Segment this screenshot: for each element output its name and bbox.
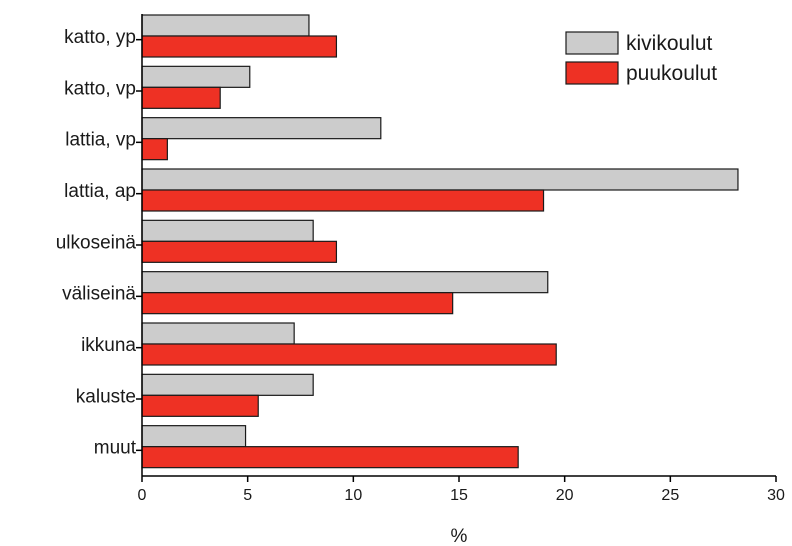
category-label: lattia, vp — [65, 130, 136, 151]
category-label: kaluste — [76, 386, 136, 407]
bar-puukoulut-2 — [141, 138, 168, 161]
x-tick-label: 20 — [556, 487, 574, 504]
category-label: ulkoseinä — [56, 232, 137, 253]
category-label: katto, yp — [64, 27, 136, 48]
category-label: muut — [94, 438, 137, 459]
category-label: lattia, ap — [64, 181, 136, 202]
x-tick-label: 5 — [243, 487, 252, 504]
x-tick-label: 30 — [767, 487, 785, 504]
category-label: ikkuna — [81, 335, 136, 356]
legend: kivikoulut puukoulut — [565, 31, 717, 85]
bar-puukoulut-5 — [141, 292, 454, 315]
legend-label-kivikoulut: kivikoulut — [626, 32, 713, 55]
bar-puukoulut-7 — [141, 394, 259, 417]
category-label: väliseinä — [62, 284, 136, 305]
bar-kivikoulut-4 — [141, 219, 314, 242]
bar-kivikoulut-8 — [141, 425, 247, 448]
x-tick-label: 25 — [661, 487, 679, 504]
legend-label-puukoulut: puukoulut — [626, 62, 717, 85]
bar-puukoulut-3 — [141, 189, 545, 212]
category-labels: katto, yp katto, vp lattia, vp lattia, ap ul… — [56, 27, 137, 459]
bar-kivikoulut-0 — [141, 14, 310, 37]
bar-kivikoulut-6 — [141, 322, 295, 345]
ticks-layer: 0 5 10 15 20 25 30 — [136, 38, 785, 504]
x-tick-label: 10 — [344, 487, 362, 504]
bar-kivikoulut-2 — [141, 117, 382, 140]
bar-kivikoulut-1 — [141, 65, 251, 88]
x-axis-title: % — [451, 526, 468, 546]
bar-puukoulut-0 — [141, 35, 338, 58]
bar-kivikoulut-3 — [141, 168, 739, 191]
bar-puukoulut-4 — [141, 240, 338, 263]
bar-puukoulut-8 — [141, 446, 519, 469]
bar-puukoulut-1 — [141, 86, 221, 109]
bar-kivikoulut-7 — [141, 373, 314, 396]
x-tick-label: 15 — [450, 487, 468, 504]
bar-puukoulut-6 — [141, 343, 557, 366]
legend-swatch-kivikoulut — [565, 31, 619, 55]
bar-kivikoulut-5 — [141, 271, 549, 294]
x-tick-label: 0 — [138, 487, 147, 504]
legend-swatch-puukoulut — [565, 61, 619, 85]
category-label: katto, vp — [64, 78, 136, 99]
